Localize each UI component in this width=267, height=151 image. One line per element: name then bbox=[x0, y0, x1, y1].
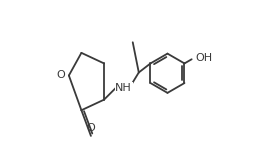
Text: NH: NH bbox=[115, 83, 132, 93]
Text: O: O bbox=[87, 123, 96, 133]
Text: O: O bbox=[56, 70, 65, 80]
Text: OH: OH bbox=[195, 53, 213, 63]
